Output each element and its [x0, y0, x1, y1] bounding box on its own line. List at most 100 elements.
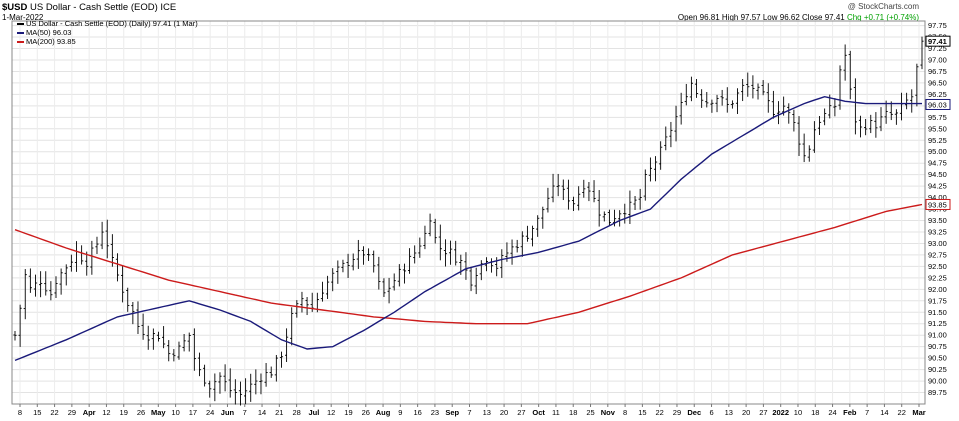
legend-ma50-text: MA(50) 96.03: [26, 28, 72, 37]
price-bar: [448, 240, 453, 265]
x-tick-label: 7: [243, 408, 247, 417]
price-bar: [428, 213, 432, 237]
price-bar: [90, 240, 94, 275]
price-bar: [761, 80, 765, 96]
price-bar: [643, 169, 647, 201]
price-bar: [264, 362, 268, 387]
price-bar: [705, 91, 709, 108]
price-bar: [192, 328, 196, 371]
ma200-value-label: 93.85: [925, 198, 951, 210]
x-tick-label: 12: [327, 408, 335, 417]
price-bar: [274, 354, 278, 382]
x-axis: 8 15 22 29 Apr 12 19 26 May 10 17 24 Jun 7 14 21 28 Jul 12…: [18, 404, 926, 417]
price-bar: [659, 141, 663, 170]
x-tick-label: 15: [33, 408, 41, 417]
x-tick-label: 18: [569, 408, 577, 417]
legend-ma50-swatch: [17, 31, 24, 34]
price-bar: [746, 72, 750, 97]
price-bar: [797, 116, 801, 156]
y-tick-label: 90.50: [928, 354, 947, 363]
price-bar: [59, 268, 63, 295]
open-value: Open 96.81: [677, 13, 720, 22]
ma50-value-label: 96.03: [925, 98, 951, 110]
price-bar: [223, 364, 227, 392]
stockcharts-credit: @ StockCharts.com: [847, 2, 919, 11]
price-bar: [366, 248, 371, 261]
chart-date: 1-Mar-2022: [2, 13, 44, 22]
x-tick-label: Jun: [221, 408, 235, 417]
price-bar: [843, 44, 847, 81]
price-bar: [382, 278, 386, 297]
y-tick-label: 90.75: [928, 342, 947, 351]
legend-price: US Dollar - Cash Settle (EOD) (Daily) 97…: [17, 19, 198, 28]
price-bar: [100, 221, 104, 250]
price-bar: [751, 75, 755, 99]
price-bar: [607, 209, 612, 226]
price-bar: [899, 92, 904, 121]
price-bar: [771, 90, 775, 119]
y-tick-label: 89.75: [928, 388, 947, 397]
price-bar: [18, 304, 22, 347]
price-bar: [346, 253, 350, 278]
price-bar: [39, 271, 43, 298]
y-tick-label: 90.25: [928, 365, 947, 374]
price-bar: [44, 271, 48, 296]
price-bar: [454, 240, 458, 266]
price-bar: [874, 112, 878, 138]
price-bar: [300, 291, 304, 313]
price-bar: [243, 378, 248, 405]
price-bar: [792, 109, 796, 132]
price-bar: [484, 257, 489, 272]
x-tick-label: 19: [344, 408, 352, 417]
x-tick-label: 8: [623, 408, 627, 417]
price-bar: [233, 379, 237, 405]
y-tick-label: 97.75: [928, 21, 947, 30]
price-bar: [141, 313, 145, 340]
x-tick-label: 26: [362, 408, 370, 417]
price-bar: [361, 246, 366, 265]
y-tick-label: 92.50: [928, 262, 947, 271]
y-tick-label: 92.75: [928, 250, 947, 259]
price-bar: [464, 252, 468, 280]
chart-legend: US Dollar - Cash Settle (EOD) (Daily) 97…: [17, 19, 198, 46]
price-bar: [407, 248, 412, 274]
y-tick-label: 94.75: [928, 159, 947, 168]
x-tick-label: 13: [483, 408, 491, 417]
price-bar: [710, 99, 714, 113]
price-bar: [238, 381, 243, 406]
price-bar: [807, 145, 811, 162]
price-bar: [64, 264, 68, 286]
x-tick-label: 25: [586, 408, 594, 417]
x-tick-label: 15: [638, 408, 646, 417]
price-bar: [305, 297, 309, 316]
y-tick-label: 94.00: [928, 193, 947, 202]
price-bar: [320, 281, 325, 302]
x-tick-label: Dec: [687, 408, 701, 417]
price-bar: [95, 236, 99, 254]
price-bar: [597, 190, 601, 227]
x-tick-label: Mar: [912, 408, 925, 417]
price-bar: [162, 326, 166, 349]
price-bar: [115, 253, 120, 282]
price-bar: [197, 352, 202, 377]
y-tick-label: 97.25: [928, 44, 947, 53]
price-bar: [551, 173, 555, 203]
svg-text:97.41: 97.41: [928, 37, 947, 46]
price-bar: [566, 179, 571, 210]
price-bar: [213, 373, 217, 402]
price-bar: [756, 83, 760, 100]
price-bar: [121, 265, 125, 303]
price-bar: [700, 89, 704, 108]
y-tick-label: 96.50: [928, 78, 947, 87]
price-bar: [669, 121, 673, 148]
price-bar: [530, 225, 535, 247]
ohlc-readout: Open 96.81 High 97.57 Low 96.62 Close 97…: [678, 13, 919, 22]
price-bar: [172, 349, 176, 362]
y-tick-label: 95.75: [928, 113, 947, 122]
x-tick-label: 23: [431, 408, 439, 417]
price-bar: [536, 215, 540, 237]
price-bar: [85, 251, 89, 276]
price-bar: [325, 275, 330, 299]
x-tick-label: Oct: [532, 408, 545, 417]
price-bar: [356, 239, 360, 269]
